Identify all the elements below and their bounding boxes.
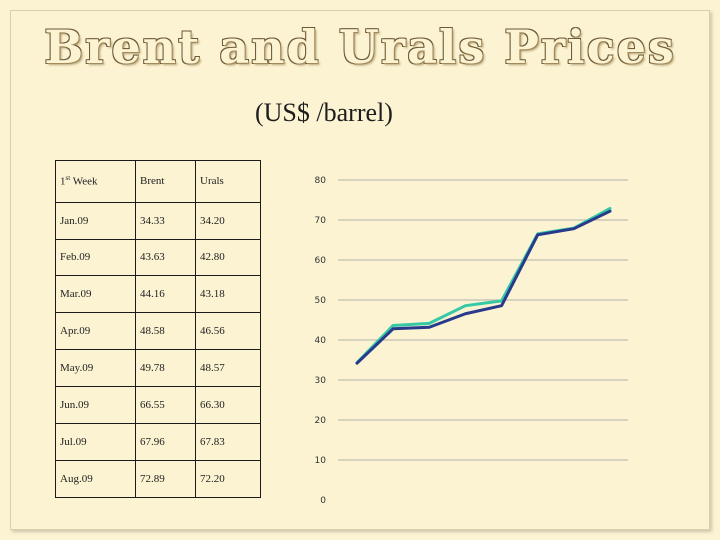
header-week-number: 1 — [60, 176, 66, 189]
series-line-urals — [355, 209, 612, 365]
cell-brent: 43.63 — [135, 238, 196, 277]
cell-urals: 34.20 — [195, 201, 261, 240]
slide-title: Brent and Urals Prices — [44, 20, 676, 74]
table-row: Jan.09 34.33 34.20 — [55, 201, 261, 240]
cell-urals: 72.20 — [195, 459, 261, 499]
cell-brent: 44.16 — [135, 275, 196, 314]
table-row: Feb.09 43.63 42.80 — [55, 238, 261, 277]
data-point-urals-7 — [608, 210, 612, 213]
y-tick-label-50: 50 — [315, 296, 327, 306]
data-point-brent-3 — [464, 304, 467, 307]
y-tick-label-60: 60 — [315, 256, 327, 266]
cell-month: Aug.09 — [55, 459, 136, 499]
data-point-brent-2 — [428, 322, 431, 325]
y-tick-label-10: 10 — [315, 456, 327, 466]
y-tick-label-0: 0 — [320, 496, 326, 506]
cell-month: May.09 — [55, 349, 136, 388]
cell-brent: 66.55 — [135, 386, 196, 425]
data-point-urals-0 — [355, 362, 359, 365]
data-point-urals-3 — [464, 312, 467, 315]
data-point-urals-4 — [500, 304, 503, 307]
y-tick-label-70: 70 — [315, 216, 327, 226]
slide-subtitle: (US$ /barrel) — [255, 98, 393, 127]
table-row: May.09 49.78 48.57 — [55, 349, 261, 388]
y-tick-label-80: 80 — [315, 176, 327, 186]
series-line-brent — [355, 206, 612, 365]
header-week-sup: st — [65, 174, 71, 183]
header-week-suffix: Week — [70, 176, 98, 189]
cell-urals: 46.56 — [195, 312, 261, 351]
data-point-urals-6 — [572, 227, 576, 230]
y-tick-label-20: 20 — [315, 416, 327, 426]
y-tick-label-40: 40 — [315, 336, 327, 346]
data-point-urals-1 — [391, 327, 395, 330]
cell-month: Mar.09 — [55, 275, 136, 314]
table-row: Mar.09 44.16 43.18 — [55, 275, 261, 314]
cell-brent: 48.58 — [135, 312, 196, 351]
table-row: Aug.09 72.89 72.20 — [55, 459, 261, 499]
table-row: Apr.09 48.58 46.56 — [55, 312, 261, 351]
price-table: 1st Week Brent Urals Jan.09 34.33 34.20 Fe… — [55, 160, 261, 499]
cell-month: Jan.09 — [55, 201, 136, 240]
header-urals: Urals — [195, 160, 261, 203]
cell-brent: 49.78 — [135, 349, 196, 388]
cell-brent: 34.33 — [135, 201, 196, 240]
cell-urals: 67.83 — [195, 423, 261, 461]
data-point-brent-7 — [608, 207, 612, 210]
data-point-urals-2 — [428, 326, 431, 329]
data-point-urals-5 — [536, 233, 539, 236]
data-point-brent-1 — [391, 324, 395, 327]
table-row: Jun.09 66.55 66.30 — [55, 386, 261, 425]
cell-urals: 48.57 — [195, 349, 261, 388]
cell-urals: 43.18 — [195, 275, 261, 314]
y-tick-label-30: 30 — [315, 376, 327, 386]
